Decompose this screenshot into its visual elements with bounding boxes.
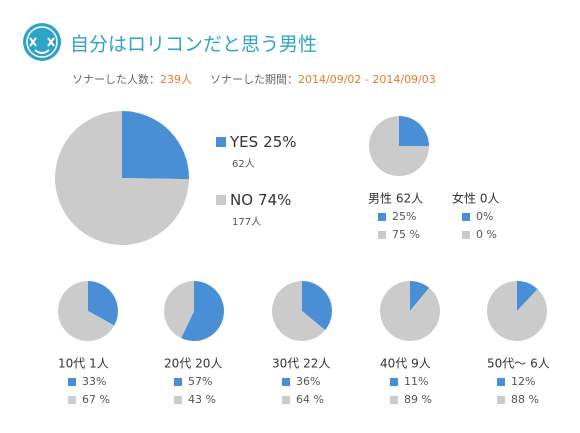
- value-label: 33%: [82, 375, 106, 388]
- value-label: 74%: [258, 191, 291, 209]
- value-label: 64 %: [296, 393, 324, 406]
- pie-slice: [380, 281, 440, 342]
- legend-swatch: [174, 396, 182, 404]
- pie-slice: [58, 281, 115, 341]
- pie-title: 女性 0人: [452, 191, 499, 206]
- pie-title: 男性 62人: [368, 192, 423, 206]
- value-label: 0%: [476, 210, 493, 223]
- legend-swatch: [216, 195, 226, 205]
- legend-swatch: [68, 378, 76, 386]
- legend-label: YES 25%: [229, 133, 297, 151]
- value-label: 43 %: [188, 393, 216, 406]
- pie-slice: [410, 281, 430, 311]
- pie-title: 10代 1人: [58, 357, 109, 371]
- legend-label: NO 74%: [230, 191, 291, 209]
- category-label: NO: [230, 191, 253, 209]
- respondents-label: ソナーした人数：: [72, 73, 160, 86]
- value-label: 11%: [404, 375, 428, 388]
- count-label: 62人: [232, 158, 255, 170]
- legend-swatch: [216, 137, 226, 147]
- count-label: 177人: [232, 216, 261, 228]
- value-label: 36%: [296, 375, 320, 388]
- legend-swatch: [174, 378, 182, 386]
- value-label: 57%: [188, 375, 212, 388]
- pie-title: 30代 22人: [272, 357, 330, 371]
- respondents-line: ソナーした人数：239人 ソナーした期間：2014/09/02 - 2014/09…: [72, 73, 436, 86]
- legend-swatch: [378, 213, 386, 221]
- pie-slice: [369, 116, 429, 176]
- logo: [23, 23, 61, 61]
- value-label: 12%: [511, 375, 535, 388]
- value-label: 0 %: [476, 228, 497, 241]
- legend-swatch: [462, 231, 470, 239]
- legend-swatch: [462, 213, 470, 221]
- pie-slice: [181, 281, 225, 341]
- value-label: 25%: [263, 133, 296, 151]
- legend-swatch: [378, 231, 386, 239]
- legend-swatch: [390, 396, 398, 404]
- value-label: 75 %: [392, 228, 420, 241]
- pie-title: 40代 9人: [380, 357, 431, 371]
- legend-swatch: [497, 396, 505, 404]
- pie-slice: [88, 281, 119, 326]
- category-label: YES: [229, 133, 258, 151]
- pie-slice: [399, 116, 429, 146]
- pie-slice: [487, 281, 547, 341]
- value-label: 67 %: [82, 393, 110, 406]
- legend-swatch: [282, 396, 290, 404]
- pie-slice: [517, 281, 538, 311]
- legend-swatch: [497, 378, 505, 386]
- pie-slice: [122, 111, 189, 180]
- pie-slice: [302, 281, 332, 331]
- legend-swatch: [390, 378, 398, 386]
- page-title: 自分はロリコンだと思う男性: [70, 34, 317, 56]
- legend-swatch: [282, 378, 290, 386]
- pie-slice: [272, 281, 326, 341]
- value-label: 89 %: [404, 393, 432, 406]
- value-label: 88 %: [511, 393, 539, 406]
- pie-slice: [55, 111, 189, 245]
- pie-title: 50代～ 6人: [487, 357, 550, 371]
- pie-title: 20代 20人: [164, 357, 222, 371]
- respondents: 239人: [160, 73, 192, 86]
- period: 2014/09/02 - 2014/09/03: [298, 73, 436, 86]
- legend-swatch: [68, 396, 76, 404]
- period-label: ソナーした期間：: [210, 73, 298, 86]
- pie-slice: [164, 281, 194, 339]
- value-label: 25%: [392, 210, 416, 223]
